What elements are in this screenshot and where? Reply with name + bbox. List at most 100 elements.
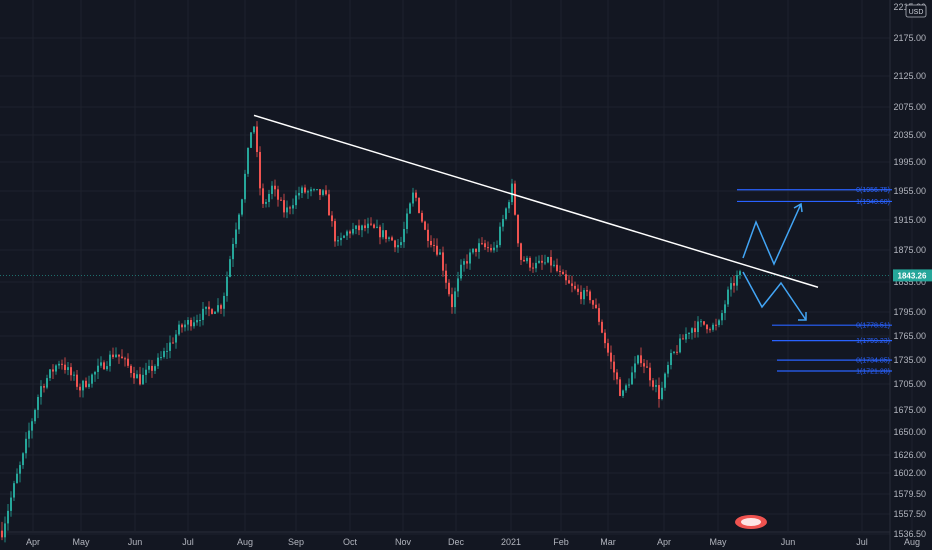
price-tick-label: 2125.00 — [893, 71, 926, 81]
candle — [253, 125, 255, 134]
candle — [205, 306, 207, 315]
price-axis[interactable]: 2175.00 2125.00 2075.00 2035.00 1995.00 1955.… — [893, 2, 926, 539]
candle — [739, 269, 741, 279]
candle — [295, 190, 297, 210]
candle — [607, 338, 609, 357]
fib-label: 0(1778.51) — [856, 323, 890, 330]
candle — [397, 239, 399, 253]
candle — [190, 317, 192, 331]
candle — [664, 372, 666, 391]
candle — [436, 238, 438, 257]
candle — [19, 461, 21, 483]
candle — [376, 219, 378, 229]
candle — [274, 179, 276, 197]
price-tick-label: 2175.00 — [893, 33, 926, 43]
candle — [586, 285, 588, 297]
candle — [301, 185, 303, 199]
bearish-scenario-arrow[interactable] — [742, 271, 807, 321]
candle — [136, 370, 138, 379]
candle — [703, 321, 705, 326]
candle — [424, 220, 426, 231]
candle — [691, 327, 693, 340]
bullish-scenario-arrow[interactable] — [742, 202, 803, 266]
candle — [325, 185, 327, 196]
candle — [496, 240, 498, 252]
candle — [328, 189, 330, 216]
scenario-arrows[interactable] — [742, 202, 807, 321]
candle — [601, 319, 603, 334]
candle — [445, 263, 447, 289]
candle — [667, 361, 669, 378]
fib-label: 1(1940.60) — [856, 199, 890, 206]
candle — [550, 250, 552, 273]
candle — [22, 452, 24, 469]
candle — [532, 262, 534, 273]
candle — [715, 318, 717, 331]
candle — [598, 303, 600, 326]
candle — [553, 260, 555, 268]
candle — [604, 329, 606, 349]
candle — [622, 389, 624, 399]
candle — [658, 377, 660, 408]
candle — [103, 360, 105, 370]
candle — [625, 383, 627, 393]
candle — [67, 362, 69, 376]
candle — [145, 362, 147, 383]
candle — [643, 358, 645, 374]
time-tick-label: May — [72, 537, 90, 547]
candle — [544, 254, 546, 266]
candle — [733, 275, 735, 293]
candle — [589, 289, 591, 304]
candle — [442, 246, 444, 277]
current-price-tag: 1843.26 — [893, 269, 932, 282]
candle — [133, 366, 135, 384]
candle — [283, 193, 285, 218]
fib-level[interactable]: 0(1778.51) — [772, 323, 892, 330]
candle — [613, 354, 615, 381]
candle — [142, 367, 144, 385]
candle — [187, 317, 189, 331]
price-tick-label: 1675.00 — [893, 405, 926, 415]
fib-level[interactable]: 0(1734.85) — [777, 358, 892, 365]
candle — [241, 198, 243, 217]
candle — [34, 408, 36, 424]
fib-level[interactable]: 1(1940.60) — [737, 199, 892, 206]
candle — [196, 314, 198, 326]
candle — [451, 287, 453, 314]
candle — [697, 316, 699, 338]
price-tick-label: 1955.00 — [893, 186, 926, 196]
candle — [676, 345, 678, 356]
time-tick-label: Oct — [343, 537, 358, 547]
candle — [229, 255, 231, 278]
fib-level[interactable]: 1(1721.28) — [777, 368, 892, 375]
candle — [427, 223, 429, 248]
brand-logo — [735, 515, 767, 529]
candle — [694, 320, 696, 338]
fib-level[interactable]: 1(1759.23) — [772, 338, 892, 345]
candle — [154, 364, 156, 375]
fib-label: 0(1956.75) — [856, 187, 890, 194]
fib-level[interactable]: 0(1956.75) — [737, 187, 892, 194]
time-axis[interactable]: Apr May Jun Jul Aug Sep Oct Nov Dec 2021 Feb Mar Apr… — [26, 537, 920, 547]
candle — [394, 239, 396, 253]
candle — [466, 254, 468, 269]
candle — [289, 205, 291, 215]
candle — [562, 269, 564, 275]
candle — [499, 222, 501, 248]
candle — [1, 521, 3, 541]
candle — [124, 356, 126, 367]
candle — [37, 394, 39, 419]
descending-trendline[interactable] — [253, 114, 819, 288]
currency-badge[interactable]: USD — [905, 4, 927, 18]
price-tick-label: 1579.50 — [893, 489, 926, 499]
candle — [682, 334, 684, 340]
candle — [382, 223, 384, 240]
time-tick-label: Mar — [600, 537, 616, 547]
time-tick-label: 2021 — [501, 537, 521, 547]
candle — [352, 222, 354, 236]
candle — [475, 248, 477, 257]
candle — [10, 491, 12, 517]
candle — [433, 238, 435, 252]
fib-levels[interactable]: 0(1956.75) 1(1940.60) 0(1778.51) 1(1759.23)… — [737, 187, 892, 375]
